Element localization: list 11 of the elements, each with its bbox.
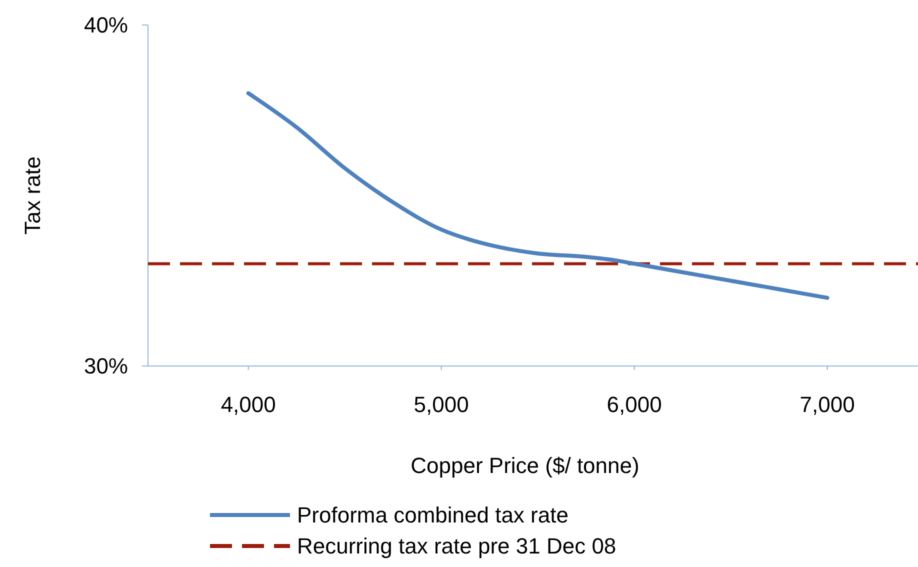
legend-label: Recurring tax rate pre 31 Dec 08 xyxy=(297,534,616,559)
x-tick-label: 4,000 xyxy=(220,392,276,417)
y-axis-title: Tax rate xyxy=(20,156,45,235)
x-tick-label: 7,000 xyxy=(800,392,855,417)
x-tick-label: 6,000 xyxy=(606,392,662,417)
x-tick-label: 5,000 xyxy=(414,392,469,417)
x-axis-title: Copper Price ($/ tonne) xyxy=(410,453,640,478)
legend-label: Proforma combined tax rate xyxy=(297,502,568,528)
y-tick-label: 40% xyxy=(84,12,128,38)
y-tick-label: 30% xyxy=(84,354,128,379)
line-series xyxy=(246,91,830,300)
